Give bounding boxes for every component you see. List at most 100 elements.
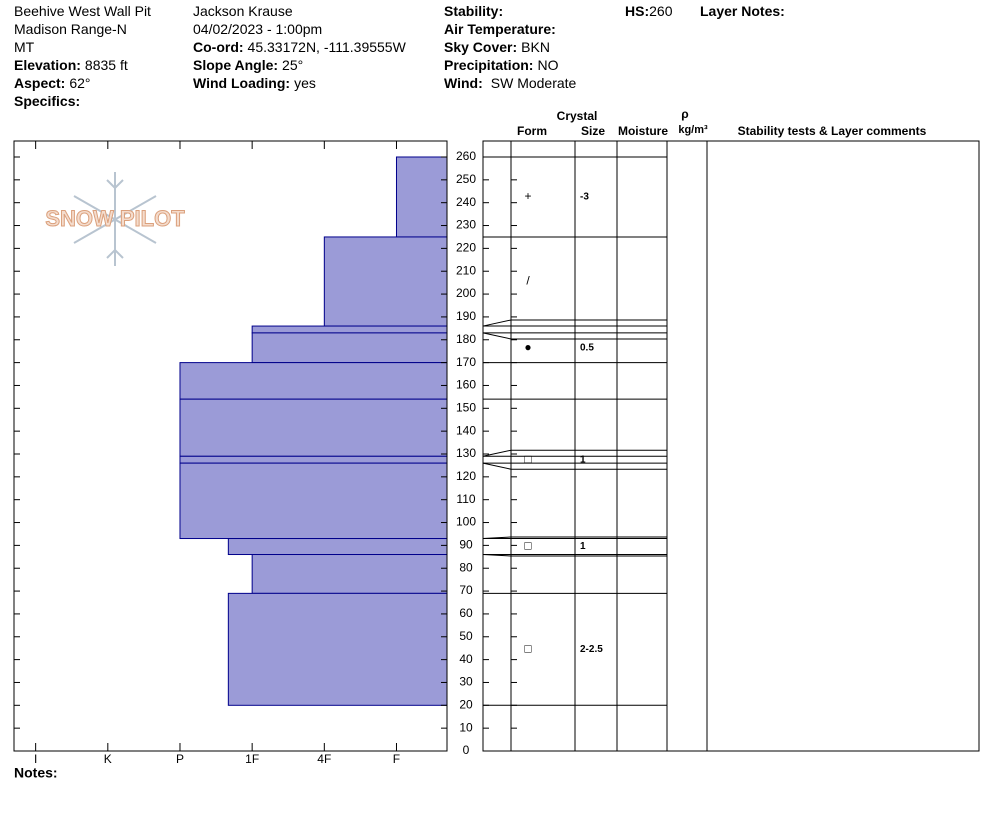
y-tick-label: 120: [456, 469, 476, 483]
crystal-form: /: [526, 274, 530, 288]
column-header: Size: [581, 124, 605, 138]
y-tick-label: 160: [456, 378, 476, 392]
y-tick-label: 200: [456, 286, 476, 300]
header-field: Layer Notes:: [700, 3, 785, 19]
y-tick-label: 180: [456, 332, 476, 346]
header-value: Jackson Krause: [193, 3, 293, 19]
hardness-bar: [179, 362, 448, 400]
header-value: 25°: [282, 57, 303, 73]
y-tick-label: 240: [456, 195, 476, 209]
y-tick-label: 30: [459, 675, 473, 689]
column-header: Stability tests & Layer comments: [738, 124, 927, 138]
header-field: Sky Cover: BKN: [444, 39, 550, 55]
y-tick-label: 50: [459, 629, 473, 643]
header-field: Co-ord: 45.33172N, -111.39555W: [193, 39, 407, 55]
header-field: Elevation: 8835 ft: [14, 57, 128, 73]
header-field: Stability:: [444, 3, 503, 19]
y-tick-label: 260: [456, 149, 476, 163]
header-field: Wind: SW Moderate: [444, 75, 577, 91]
layer-connector: [482, 319, 667, 327]
y-tick-label: 0: [463, 743, 470, 757]
header-value: 04/02/2023 - 1:00pm: [193, 21, 322, 37]
header-value: 62°: [69, 75, 90, 91]
header-value: Beehive West Wall Pit: [14, 3, 151, 19]
crystal-size: -3: [580, 192, 589, 203]
header-field: 04/02/2023 - 1:00pm: [193, 21, 322, 37]
y-tick-label: 90: [459, 538, 473, 552]
layer-connector: [482, 554, 667, 557]
layer-connector: [482, 449, 667, 457]
header-label: Slope Angle:: [193, 57, 278, 73]
header-value: NO: [537, 57, 558, 73]
y-tick-label: 140: [456, 423, 476, 437]
layer-connector: [482, 462, 667, 470]
crystal-size: 1: [580, 541, 586, 552]
header-label: Air Temperature:: [444, 21, 556, 37]
crystal-form: +: [524, 189, 531, 203]
header-field: Air Temperature:: [444, 21, 556, 37]
crystal-form: □: [524, 452, 531, 466]
layer-connector: [482, 536, 667, 540]
header-field: Beehive West Wall Pit: [14, 3, 151, 19]
header-field: Madison Range-N: [14, 21, 127, 37]
column-header: Crystal: [557, 109, 598, 123]
header-value: MT: [14, 39, 35, 55]
header-label: Co-ord:: [193, 39, 244, 55]
layer-table-frame: [482, 140, 980, 752]
header-value: Madison Range-N: [14, 21, 127, 37]
x-tick-label: I: [34, 752, 37, 766]
y-tick-label: 210: [456, 263, 476, 277]
hardness-bar: [323, 236, 448, 327]
y-tick-label: 170: [456, 355, 476, 369]
hardness-bar: [227, 592, 448, 706]
column-header: kg/m³: [678, 124, 708, 136]
hardness-bar: [227, 538, 448, 556]
crystal-size: 2-2.5: [580, 644, 603, 655]
y-tick-label: 130: [456, 446, 476, 460]
y-tick-label: 250: [456, 172, 476, 186]
crystal-size: 0.5: [580, 342, 594, 353]
y-tick-label: 40: [459, 652, 473, 666]
crystal-size: 1: [580, 454, 586, 465]
header-label: Aspect:: [14, 75, 65, 91]
y-tick-label: 230: [456, 218, 476, 232]
header-field: Precipitation: NO: [444, 57, 559, 73]
column-header: Form: [517, 124, 547, 138]
hardness-bar: [251, 554, 448, 594]
y-tick-label: 60: [459, 606, 473, 620]
header-field: HS:260: [625, 3, 673, 19]
logo: [73, 172, 157, 266]
profile-frame: [13, 140, 448, 752]
header-label: Specifics:: [14, 93, 80, 109]
y-tick-label: 20: [459, 697, 473, 711]
header-value: 8835 ft: [85, 57, 128, 73]
header-field: Slope Angle: 25°: [193, 57, 303, 73]
header-value: yes: [294, 75, 316, 91]
header-label: Wind:: [444, 75, 483, 91]
column-header: ρ: [681, 107, 688, 121]
header-field: Jackson Krause: [193, 3, 293, 19]
x-tick-label: K: [104, 752, 112, 766]
header-field: Aspect: 62°: [14, 75, 91, 91]
hardness-bar: [395, 156, 448, 238]
y-tick-label: 110: [456, 492, 475, 506]
header-field: Specifics:: [14, 93, 80, 109]
y-tick-label: 80: [459, 560, 473, 574]
logo-text: SNOW PILOT: [45, 206, 185, 231]
crystal-form: □: [524, 642, 531, 656]
header-value: 45.33172N, -111.39555W: [248, 39, 407, 55]
y-tick-label: 150: [456, 400, 476, 414]
hardness-bar: [179, 455, 448, 464]
y-tick-label: 100: [456, 515, 476, 529]
header-field: MT: [14, 39, 35, 55]
x-tick-label: P: [176, 752, 184, 766]
header-value: BKN: [521, 39, 550, 55]
header-label: Elevation:: [14, 57, 81, 73]
x-tick-label: 4F: [317, 752, 331, 766]
crystal-form: □: [524, 539, 531, 553]
y-tick-label: 220: [456, 241, 476, 255]
header-value: SW Moderate: [491, 75, 577, 91]
header-label: Sky Cover:: [444, 39, 517, 55]
hardness-bar: [179, 398, 448, 457]
y-tick-label: 70: [459, 583, 473, 597]
